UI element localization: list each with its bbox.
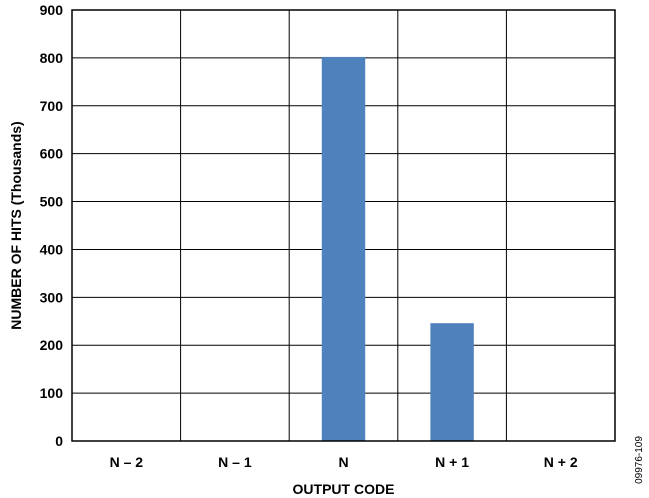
y-tick-label: 700 bbox=[40, 98, 64, 114]
y-tick-label: 0 bbox=[55, 433, 63, 449]
bars bbox=[321, 56, 474, 441]
y-tick-label: 200 bbox=[40, 337, 64, 353]
y-axis-title: NUMBER OF HITS (Thousands) bbox=[8, 121, 24, 329]
bar bbox=[321, 56, 366, 441]
figure-id: 09976-109 bbox=[634, 436, 645, 484]
x-tick-label: N – 2 bbox=[110, 454, 144, 470]
y-tick-label: 900 bbox=[40, 2, 64, 18]
y-tick-label: 600 bbox=[40, 146, 64, 162]
y-tick-labels: 0 100 200 300 400 500 600 700 800 900 bbox=[40, 2, 64, 449]
y-tick-label: 500 bbox=[40, 194, 64, 210]
y-tick-label: 800 bbox=[40, 50, 64, 66]
bar bbox=[430, 323, 474, 441]
x-tick-label: N bbox=[338, 454, 348, 470]
x-tick-label: N + 1 bbox=[435, 454, 469, 470]
y-tick-label: 400 bbox=[40, 241, 64, 257]
x-axis-title: OUTPUT CODE bbox=[293, 481, 395, 497]
x-tick-label: N – 1 bbox=[218, 454, 252, 470]
y-tick-label: 300 bbox=[40, 289, 64, 305]
plot-frame bbox=[71, 9, 616, 442]
y-tick-label: 100 bbox=[40, 385, 64, 401]
x-tick-labels: N – 2 N – 1 N N + 1 N + 2 bbox=[110, 454, 578, 470]
x-tick-label: N + 2 bbox=[544, 454, 578, 470]
